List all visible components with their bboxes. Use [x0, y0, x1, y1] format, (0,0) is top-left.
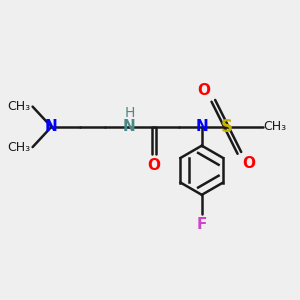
Text: CH₃: CH₃	[263, 120, 286, 134]
Text: CH₃: CH₃	[7, 100, 30, 113]
Text: O: O	[197, 83, 211, 98]
Text: O: O	[148, 158, 160, 173]
Text: H: H	[124, 106, 135, 121]
Text: N: N	[45, 119, 58, 134]
Text: N: N	[195, 119, 208, 134]
Text: N: N	[123, 119, 136, 134]
Text: O: O	[242, 156, 255, 171]
Text: CH₃: CH₃	[7, 141, 30, 154]
Text: S: S	[220, 118, 232, 136]
Text: F: F	[196, 217, 207, 232]
